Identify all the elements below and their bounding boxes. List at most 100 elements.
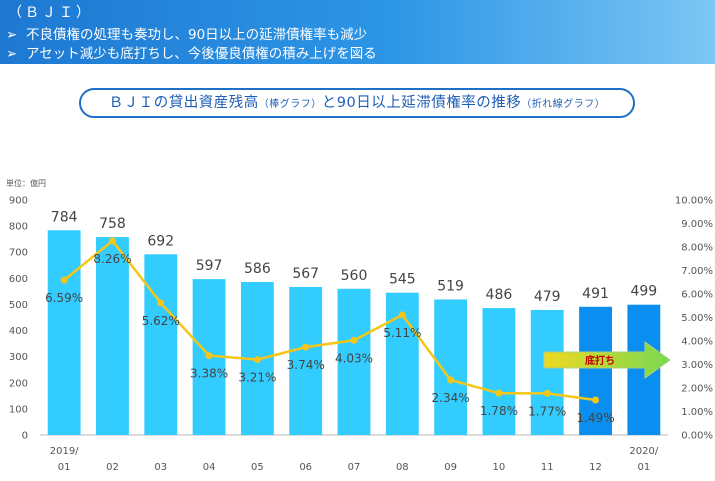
y-left-tick-label: 700 <box>9 248 28 259</box>
x-tick-label: 10 <box>493 462 506 473</box>
y-left-tick-label: 800 <box>9 222 28 233</box>
y-right-axis: 0.00% 1.00% 2.00% 3.00% 4.00% 5.00% 6.00% 7.00%… <box>675 196 713 442</box>
y-right-tick-label: 9.00% <box>681 219 713 230</box>
x-tick-label: 09 <box>444 462 457 473</box>
chart-title-pill: ＢＪＩの貸出資産残高（棒グラフ）と90日以上延滞債権率の推移（折れ線グラフ） <box>79 88 635 118</box>
y-right-tick-label: 2.00% <box>681 384 713 395</box>
y-right-tick-label: 3.00% <box>681 360 713 371</box>
bars-layer <box>47 230 661 435</box>
y-right-tick-label: 4.00% <box>681 337 713 348</box>
banner-title: （ＢＪＩ） <box>8 5 93 21</box>
bar <box>47 230 81 435</box>
x-tick-label: 02 <box>106 462 119 473</box>
bottom-out-arrow: 底打ち <box>543 341 671 379</box>
line-value-label: 6.59% <box>45 291 83 305</box>
bar <box>579 306 612 435</box>
y-left-tick-label: 300 <box>9 352 28 363</box>
bar-value-label: 597 <box>196 258 223 274</box>
bar <box>530 309 564 435</box>
line-point <box>495 389 503 397</box>
bar-value-label: 560 <box>341 268 368 284</box>
y-left-tick-label: 900 <box>9 196 28 207</box>
x-tick-label: 2019/01 <box>50 446 79 473</box>
chart-title-bar-note: （棒グラフ） <box>258 99 322 110</box>
y-right-tick-label: 0.00% <box>681 431 713 442</box>
bullet-arrow-icon: ➢ <box>6 27 18 43</box>
bar <box>482 308 516 435</box>
x-axis: 2019/01 02 03 04 05 06 07 08 09 10 11 12 2020/01 <box>50 446 659 473</box>
line-value-label: 4.03% <box>335 351 373 365</box>
line-point <box>205 352 213 360</box>
delinquency-line <box>63 239 596 402</box>
bar-value-label: 519 <box>437 278 464 294</box>
bullet-arrow-icon: ➢ <box>6 46 18 62</box>
y-right-tick-label: 6.00% <box>681 290 713 301</box>
y-right-tick-label: 5.00% <box>681 313 713 324</box>
arrow-shape <box>543 341 671 379</box>
line-value-label: 3.21% <box>238 371 276 385</box>
bullet-2-text: アセット減少も底打ちし、今後優良債権の積み上げを図る <box>26 46 377 62</box>
bar-value-label: 545 <box>389 272 416 288</box>
line-value-label: 1.49% <box>576 411 614 425</box>
bar-labels-layer: 784 758 692 597 586 567 560 545 519 486 479 491 499 <box>51 209 657 305</box>
header-banner: （ＢＪＩ） ➢ 不良債権の処理も奏功し、90日以上の延滞債権率も減少 ➢ アセット減… <box>0 0 715 64</box>
line-point <box>253 356 261 364</box>
bar-value-label: 586 <box>244 261 271 277</box>
y-left-tick-label: 200 <box>9 378 28 389</box>
line-point <box>350 336 358 344</box>
x-tick-label: 03 <box>154 462 167 473</box>
y-left-tick-label: 600 <box>9 274 28 285</box>
y-right-tick-label: 10.00% <box>675 196 713 207</box>
line-point <box>543 389 551 397</box>
x-tick-label: 08 <box>396 462 409 473</box>
chart-title-line-note: （折れ線グラフ） <box>521 99 606 110</box>
y-left-tick-label: 500 <box>9 300 28 311</box>
line-point <box>592 396 600 404</box>
line-point <box>60 276 68 284</box>
delinquency-line-layer: 6.59% 8.26% 5.62% 3.38% 3.21% 3.74% 4.03% 5.11%… <box>45 237 615 425</box>
chart-title-main: ＢＪＩの貸出資産残高 <box>108 95 259 111</box>
unit-label: 単位：億円 <box>6 178 46 188</box>
line-value-label: 5.11% <box>383 326 421 340</box>
x-tick-label: 04 <box>203 462 216 473</box>
line-value-label: 8.26% <box>93 252 131 266</box>
y-left-tick-label: 0 <box>22 431 28 442</box>
y-left-tick-label: 400 <box>9 326 28 337</box>
line-value-label: 3.74% <box>287 358 325 372</box>
line-value-label: 1.78% <box>480 404 518 418</box>
line-point <box>398 311 406 319</box>
bar-value-label: 784 <box>51 209 78 225</box>
x-tick-label: 12 <box>589 462 602 473</box>
x-tick-label: 2020/01 <box>629 446 658 473</box>
bullet-1-text: 不良債権の処理も奏功し、90日以上の延滞債権率も減少 <box>26 27 368 43</box>
y-left-tick-label: 100 <box>9 404 28 415</box>
arrow-label: 底打ち <box>585 354 615 367</box>
bar-value-label: 692 <box>147 233 174 249</box>
bar <box>337 288 371 435</box>
line-value-label: 2.34% <box>432 391 470 405</box>
bar-value-label: 758 <box>99 216 126 232</box>
chart-title-middle: と90日以上延滞債権率の推移 <box>321 95 522 111</box>
bar-value-label: 567 <box>292 266 319 282</box>
bar <box>289 286 323 435</box>
x-tick-label: 05 <box>251 462 264 473</box>
line-point <box>157 299 165 307</box>
x-tick-label: 07 <box>348 462 361 473</box>
y-right-tick-label: 7.00% <box>681 266 713 277</box>
bar <box>96 237 129 435</box>
line-value-label: 5.62% <box>142 314 180 328</box>
line-point <box>302 343 310 351</box>
bar-value-label: 499 <box>630 284 657 300</box>
bar-value-label: 486 <box>486 287 513 303</box>
y-right-tick-label: 8.00% <box>681 243 713 254</box>
y-right-tick-label: 1.00% <box>681 407 713 418</box>
bar <box>434 299 468 435</box>
bar-value-label: 479 <box>534 289 561 305</box>
bullet-2: ➢ アセット減少も底打ちし、今後優良債権の積み上げを図る <box>6 42 377 62</box>
line-point <box>447 376 455 384</box>
line-point <box>108 237 116 245</box>
bar <box>144 254 178 435</box>
bar-value-label: 491 <box>582 286 609 302</box>
line-value-label: 3.38% <box>190 367 228 381</box>
